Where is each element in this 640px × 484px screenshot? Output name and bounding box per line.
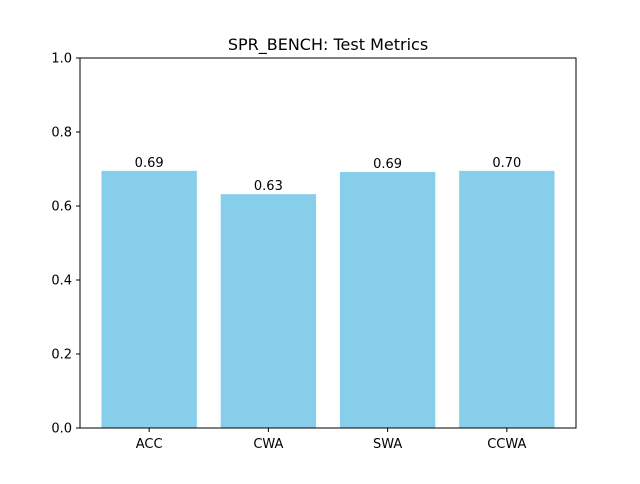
bar-ccwa — [459, 170, 555, 428]
bar-cwa — [220, 194, 317, 428]
chart-title: SPR_BENCH: Test Metrics — [228, 35, 428, 55]
x-axis-ticks: ACC CWA SWA CCWA — [136, 428, 527, 452]
data-label-acc: 0.69 — [135, 156, 164, 171]
y-tick-label: 0.2 — [51, 348, 72, 363]
y-tick-label: 0.0 — [51, 422, 72, 437]
x-tick-label: SWA — [373, 437, 402, 452]
x-tick-label: ACC — [136, 437, 163, 452]
x-tick-label: CWA — [253, 437, 283, 452]
data-labels: 0.69 0.63 0.69 0.70 — [135, 156, 522, 194]
y-tick-label: 1.0 — [51, 52, 72, 67]
bar-acc — [101, 170, 197, 428]
data-label-cwa: 0.63 — [254, 179, 283, 194]
y-axis-ticks: 0.0 0.2 0.4 0.6 0.8 1.0 — [51, 52, 80, 437]
bar-swa — [339, 171, 436, 428]
bar-series — [101, 170, 555, 428]
y-tick-label: 0.6 — [51, 200, 72, 215]
data-label-swa: 0.69 — [373, 157, 402, 172]
y-tick-label: 0.4 — [51, 274, 72, 289]
data-label-ccwa: 0.70 — [492, 156, 521, 171]
x-tick-label: CCWA — [487, 437, 526, 452]
y-tick-label: 0.8 — [51, 126, 72, 141]
plot-area-frame — [79, 57, 577, 429]
